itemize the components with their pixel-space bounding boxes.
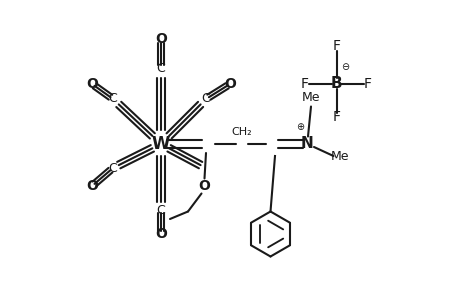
Text: Me: Me bbox=[301, 91, 319, 104]
Text: O: O bbox=[86, 77, 98, 91]
Text: O: O bbox=[198, 179, 210, 193]
Text: C: C bbox=[156, 203, 165, 217]
Text: ⊖: ⊖ bbox=[340, 62, 348, 73]
Text: O: O bbox=[155, 32, 167, 46]
Text: B: B bbox=[330, 76, 341, 92]
Text: F: F bbox=[332, 110, 340, 124]
Text: F: F bbox=[363, 77, 371, 91]
Text: C: C bbox=[201, 92, 210, 106]
Text: O: O bbox=[155, 227, 167, 241]
Text: N: N bbox=[299, 136, 312, 152]
Text: W: W bbox=[151, 135, 170, 153]
Text: ⊕: ⊕ bbox=[295, 122, 303, 133]
Text: CH₂: CH₂ bbox=[231, 127, 252, 137]
Text: O: O bbox=[224, 77, 235, 91]
Text: C: C bbox=[108, 92, 117, 106]
Text: F: F bbox=[332, 40, 340, 53]
Text: C: C bbox=[156, 62, 165, 76]
Text: F: F bbox=[300, 77, 308, 91]
Text: O: O bbox=[86, 179, 98, 193]
Text: Me: Me bbox=[330, 149, 348, 163]
Text: C: C bbox=[108, 161, 117, 175]
